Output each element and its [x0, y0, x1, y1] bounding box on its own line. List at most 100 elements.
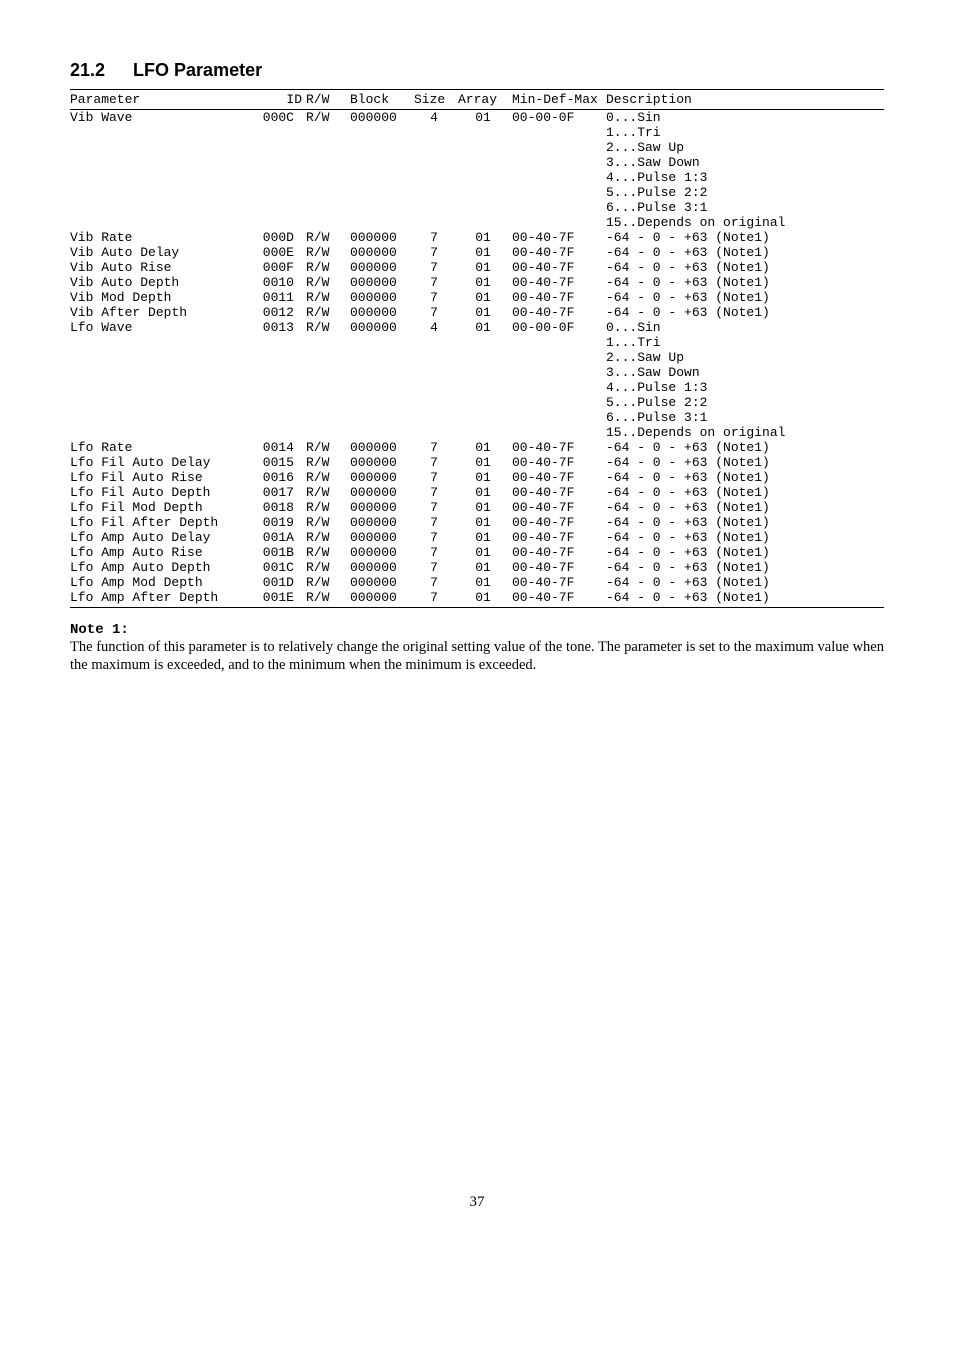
table-cell: R/W	[306, 110, 350, 126]
table-cell	[244, 365, 306, 380]
table-cell: 000000	[350, 590, 414, 608]
table-cell	[414, 380, 458, 395]
table-cell	[458, 140, 512, 155]
table-row: 1...Tri	[70, 335, 884, 350]
table-row: Lfo Amp Mod Depth001DR/W00000070100-40-7…	[70, 575, 884, 590]
table-cell: -64 - 0 - +63 (Note1)	[606, 485, 884, 500]
table-cell: 000F	[244, 260, 306, 275]
table-header-row: Parameter ID R/W Block Size Array Min-De…	[70, 90, 884, 110]
table-row: Lfo Amp Auto Rise001BR/W00000070100-40-7…	[70, 545, 884, 560]
table-row: 6...Pulse 3:1	[70, 200, 884, 215]
col-header: Min-Def-Max	[512, 90, 606, 110]
table-cell: 001E	[244, 590, 306, 608]
table-cell	[70, 125, 244, 140]
table-cell: 7	[414, 305, 458, 320]
table-row: Vib Auto Rise000FR/W00000070100-40-7F-64…	[70, 260, 884, 275]
table-cell: R/W	[306, 515, 350, 530]
table-cell: 0...Sin	[606, 320, 884, 335]
table-cell	[244, 425, 306, 440]
table-cell: -64 - 0 - +63 (Note1)	[606, 440, 884, 455]
table-cell: 000000	[350, 485, 414, 500]
table-cell	[414, 410, 458, 425]
col-header: R/W	[306, 90, 350, 110]
table-cell: 000000	[350, 230, 414, 245]
table-cell	[414, 185, 458, 200]
table-cell: 1...Tri	[606, 125, 884, 140]
table-cell	[512, 410, 606, 425]
table-cell	[512, 395, 606, 410]
table-cell	[512, 350, 606, 365]
table-cell: -64 - 0 - +63 (Note1)	[606, 500, 884, 515]
table-cell	[458, 335, 512, 350]
table-cell: R/W	[306, 440, 350, 455]
table-cell	[414, 170, 458, 185]
table-cell	[306, 155, 350, 170]
table-cell	[350, 365, 414, 380]
table-row: Lfo Fil Mod Depth0018R/W00000070100-40-7…	[70, 500, 884, 515]
table-cell: 01	[458, 455, 512, 470]
table-cell	[306, 140, 350, 155]
table-cell: 000000	[350, 305, 414, 320]
table-cell: R/W	[306, 260, 350, 275]
table-cell: Vib Auto Delay	[70, 245, 244, 260]
table-cell: 01	[458, 485, 512, 500]
table-cell	[414, 365, 458, 380]
table-cell: 00-40-7F	[512, 260, 606, 275]
section-heading: 21.2LFO Parameter	[70, 60, 884, 81]
table-cell	[512, 365, 606, 380]
table-row: Vib Auto Delay000ER/W00000070100-40-7F-6…	[70, 245, 884, 260]
table-cell	[414, 140, 458, 155]
table-cell: Lfo Amp Auto Delay	[70, 530, 244, 545]
table-cell: Vib After Depth	[70, 305, 244, 320]
table-row: 15..Depends on original	[70, 425, 884, 440]
table-cell	[70, 140, 244, 155]
table-cell	[414, 200, 458, 215]
table-row: 15..Depends on original	[70, 215, 884, 230]
table-row: Lfo Amp Auto Depth001CR/W00000070100-40-…	[70, 560, 884, 575]
table-cell: 0012	[244, 305, 306, 320]
table-cell: 00-40-7F	[512, 560, 606, 575]
table-cell	[414, 335, 458, 350]
table-cell	[350, 380, 414, 395]
table-cell: 01	[458, 230, 512, 245]
table-cell	[458, 170, 512, 185]
table-cell	[306, 170, 350, 185]
table-cell: 01	[458, 515, 512, 530]
table-cell	[350, 395, 414, 410]
table-cell	[70, 365, 244, 380]
table-cell: 0011	[244, 290, 306, 305]
col-header: Description	[606, 90, 884, 110]
table-cell	[70, 335, 244, 350]
col-header: Block	[350, 90, 414, 110]
table-cell	[70, 425, 244, 440]
table-cell: 00-40-7F	[512, 230, 606, 245]
table-cell: 01	[458, 440, 512, 455]
table-cell: 7	[414, 245, 458, 260]
table-cell	[70, 185, 244, 200]
table-cell: 000C	[244, 110, 306, 126]
table-cell	[350, 200, 414, 215]
table-cell: 4	[414, 110, 458, 126]
table-cell: Lfo Rate	[70, 440, 244, 455]
table-cell: R/W	[306, 305, 350, 320]
table-cell: 01	[458, 470, 512, 485]
table-cell	[244, 335, 306, 350]
table-cell: R/W	[306, 275, 350, 290]
table-cell: R/W	[306, 500, 350, 515]
table-cell: -64 - 0 - +63 (Note1)	[606, 560, 884, 575]
table-cell	[306, 185, 350, 200]
table-cell: 01	[458, 290, 512, 305]
table-cell: 01	[458, 590, 512, 608]
table-cell	[458, 365, 512, 380]
table-cell: -64 - 0 - +63 (Note1)	[606, 260, 884, 275]
table-cell: Lfo Fil Auto Delay	[70, 455, 244, 470]
table-cell: Lfo Fil Auto Depth	[70, 485, 244, 500]
table-cell: 01	[458, 305, 512, 320]
section-number: 21.2	[70, 60, 105, 81]
table-cell: 000000	[350, 515, 414, 530]
table-cell: -64 - 0 - +63 (Note1)	[606, 230, 884, 245]
table-cell: 001C	[244, 560, 306, 575]
table-cell: 7	[414, 230, 458, 245]
table-cell	[512, 380, 606, 395]
table-cell: R/W	[306, 320, 350, 335]
